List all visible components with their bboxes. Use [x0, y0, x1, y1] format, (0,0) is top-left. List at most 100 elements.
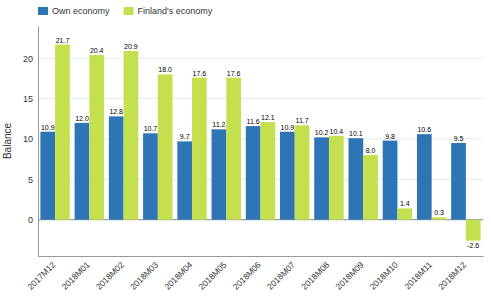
legend-swatch [38, 7, 48, 15]
x-axis-line [39, 256, 484, 257]
bars [40, 45, 480, 241]
x-tick: 2018M10 [368, 256, 400, 292]
x-tick-label: 2018M06 [231, 259, 263, 291]
bar [226, 78, 241, 220]
data-labels: 10.912.012.810.79.711.211.610.910.210.19… [41, 37, 479, 249]
bar [177, 141, 192, 219]
data-label: 8.0 [366, 147, 376, 154]
x-tick: 2018M09 [333, 256, 365, 292]
data-label: 9.7 [180, 133, 190, 140]
data-label: 12.0 [75, 115, 89, 122]
y-tick: 10 [23, 134, 38, 144]
legend-item: Finland's economy [124, 6, 213, 16]
bar [109, 116, 124, 219]
x-tick-label: 2017M12 [25, 259, 57, 291]
y-tick-label: 5 [28, 175, 33, 185]
legend-swatch [124, 7, 134, 15]
x-tick-label: 2018M03 [128, 259, 160, 291]
legend-label: Finland's economy [138, 6, 213, 16]
data-label: 12.8 [109, 108, 123, 115]
grid [38, 58, 483, 219]
bar-series [55, 45, 480, 241]
y-tick-label: 20 [23, 54, 33, 64]
bar [75, 123, 90, 220]
bar [383, 141, 398, 220]
y-tick: 5 [28, 175, 38, 185]
bar [212, 129, 227, 219]
bar [158, 74, 173, 219]
data-label: 11.2 [212, 121, 225, 128]
bar [348, 138, 363, 220]
data-label: 21.7 [56, 37, 70, 44]
x-tick: 2018M03 [128, 256, 160, 292]
data-label: 20.4 [90, 47, 104, 54]
y-axis: 0 5 10 15 20 [23, 27, 39, 257]
data-label: 20.9 [124, 43, 138, 50]
x-tick-label: 2018M01 [60, 259, 92, 291]
bar [192, 78, 207, 220]
bar [417, 134, 432, 220]
data-label: -2.6 [467, 242, 479, 249]
x-axis: 2017M122018M012018M022018M032018M042018M… [25, 256, 483, 292]
data-label: 0.3 [434, 209, 444, 216]
bar [432, 217, 447, 219]
x-tick-label: 2018M04 [162, 259, 194, 291]
x-tick: 2018M06 [231, 256, 263, 292]
bar [89, 55, 104, 220]
y-tick-label: 10 [23, 134, 33, 144]
y-tick-label: 0 [28, 215, 33, 225]
bar [314, 137, 329, 219]
x-tick: 2018M07 [265, 256, 297, 292]
data-label: 18.0 [158, 66, 172, 73]
bar [261, 122, 276, 220]
bar [143, 133, 158, 219]
data-label: 10.1 [349, 130, 363, 137]
data-label: 1.4 [400, 200, 410, 207]
x-tick: 2018M12 [436, 256, 468, 292]
x-tick-label: 2018M11 [402, 259, 434, 291]
x-tick-label: 2018M02 [94, 259, 126, 291]
x-tick: 2018M02 [94, 256, 126, 292]
x-tick: 2018M04 [162, 256, 194, 292]
data-label: 10.6 [417, 126, 431, 133]
x-tick-label: 2018M09 [333, 259, 365, 291]
chart: 051015202017M122018M012018M022018M032018… [0, 0, 491, 302]
data-label: 17.6 [227, 70, 241, 77]
x-tick-label: 2018M10 [368, 259, 400, 291]
y-tick-label: 15 [23, 94, 33, 104]
x-tick-label: 2018M08 [299, 259, 331, 291]
y-tick: 0 [28, 215, 38, 225]
y-axis-title: Balance [2, 122, 13, 159]
y-tick: 15 [23, 94, 38, 104]
bar [124, 51, 139, 220]
y-tick: 20 [23, 54, 38, 64]
legend-item: Own economy [38, 6, 110, 16]
data-label: 10.9 [281, 124, 295, 131]
x-tick: 2018M01 [60, 256, 92, 292]
bar [295, 125, 310, 219]
x-tick-label: 2018M07 [265, 259, 297, 291]
x-tick: 2017M12 [25, 256, 57, 292]
x-tick-label: 2018M12 [436, 259, 468, 291]
bar [280, 132, 295, 220]
bar [466, 220, 481, 241]
bar [397, 208, 412, 219]
x-tick: 2018M11 [402, 256, 434, 291]
data-label: 10.4 [330, 128, 344, 135]
bar [246, 126, 261, 220]
x-tick: 2018M08 [299, 256, 331, 292]
bar [55, 45, 70, 220]
data-label: 11.6 [247, 118, 260, 125]
bar-series [40, 116, 465, 219]
y-axis-line [38, 27, 39, 257]
data-label: 17.6 [193, 70, 207, 77]
bar [329, 136, 344, 220]
bar [40, 132, 55, 220]
x-tick: 2018M05 [196, 256, 228, 292]
legend: Own economy Finland's economy [38, 6, 213, 16]
data-label: 9.8 [385, 133, 395, 140]
data-label: 10.7 [144, 125, 158, 132]
legend-label: Own economy [52, 6, 110, 16]
bar [363, 155, 378, 220]
data-label: 9.5 [454, 135, 464, 142]
